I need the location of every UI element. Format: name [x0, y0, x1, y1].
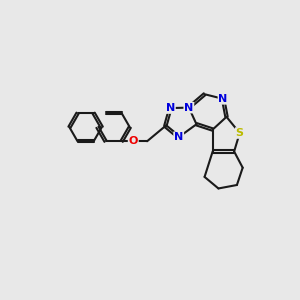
Text: N: N — [184, 103, 194, 112]
Text: N: N — [166, 103, 175, 113]
Text: S: S — [236, 128, 244, 138]
Text: N: N — [174, 132, 183, 142]
Text: O: O — [129, 136, 138, 146]
Text: N: N — [218, 94, 228, 104]
